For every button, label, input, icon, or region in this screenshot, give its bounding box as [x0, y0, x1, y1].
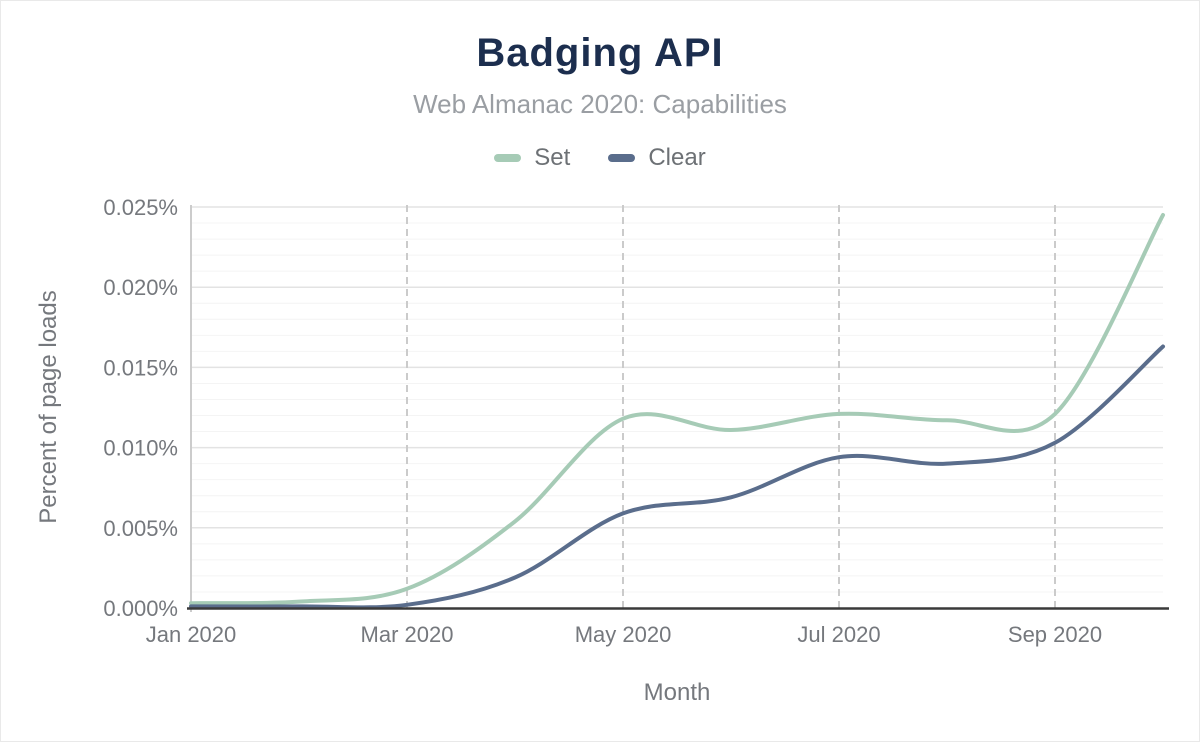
legend: Set Clear — [1, 144, 1199, 172]
y-tick-label: 0.025% — [103, 195, 178, 220]
chart-subtitle: Web Almanac 2020: Capabilities — [413, 89, 787, 119]
series-line-set — [189, 213, 1165, 606]
legend-label-set: Set — [534, 144, 571, 171]
y-tick-label: 0.020% — [103, 275, 178, 300]
series-line-clear — [189, 344, 1165, 610]
x-tick-label: Mar 2020 — [361, 622, 454, 647]
legend-item-set: Set — [494, 144, 570, 172]
legend-item-clear: Clear — [608, 144, 706, 172]
clear-series-swatch-icon — [608, 154, 636, 162]
y-axis-title: Percent of page loads — [35, 290, 62, 524]
y-tick-label: 0.005% — [103, 516, 178, 541]
x-axis-title: Month — [643, 679, 711, 706]
x-tick-label: May 2020 — [575, 622, 672, 647]
y-tick-label: 0.010% — [103, 436, 178, 461]
x-tick-label: Sep 2020 — [1008, 622, 1102, 647]
y-tick-label: 0.000% — [103, 596, 178, 621]
x-tick-label: Jul 2020 — [797, 622, 880, 647]
legend-label-clear: Clear — [648, 144, 706, 171]
set-series-swatch-icon — [494, 154, 522, 162]
y-tick-label: 0.015% — [103, 355, 178, 380]
chart-title: Badging API — [476, 31, 724, 75]
x-tick-label: Jan 2020 — [146, 622, 237, 647]
